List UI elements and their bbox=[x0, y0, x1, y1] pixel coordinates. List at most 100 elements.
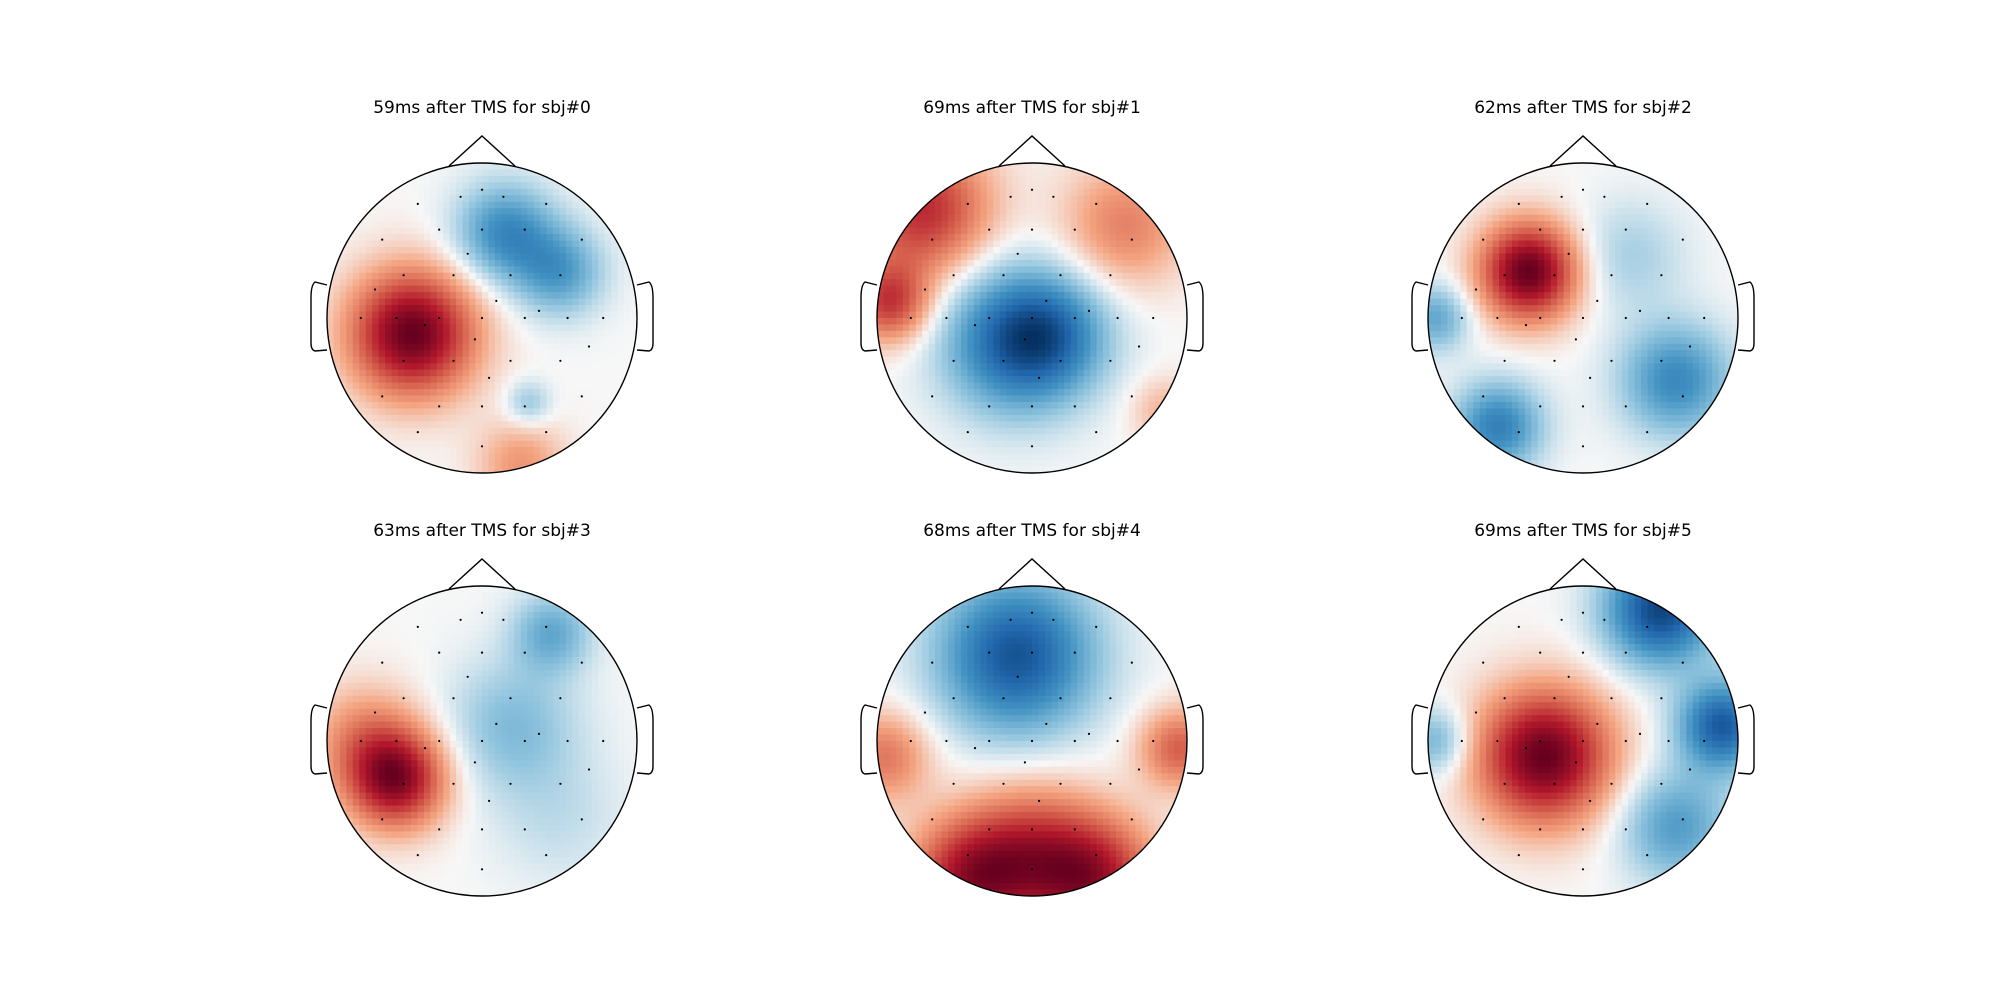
heatmap-cell bbox=[960, 195, 969, 203]
heatmap-cell bbox=[333, 337, 341, 345]
heatmap-cell bbox=[391, 272, 399, 280]
heatmap-cell bbox=[1135, 337, 1143, 345]
heatmap-cell bbox=[1115, 285, 1124, 293]
heatmap-cell bbox=[443, 240, 451, 248]
heatmap-cell bbox=[365, 305, 373, 313]
heatmap-cell bbox=[494, 240, 502, 248]
heatmap-cell bbox=[436, 182, 444, 190]
heatmap-cell bbox=[973, 318, 981, 326]
heatmap-cell bbox=[1057, 427, 1065, 435]
heatmap-cell bbox=[540, 305, 548, 313]
heatmap-cell bbox=[1128, 337, 1136, 345]
heatmap-cell bbox=[1038, 279, 1046, 287]
head-outline bbox=[876, 162, 1188, 474]
heatmap-cell bbox=[1602, 188, 1610, 196]
heatmap-cell bbox=[488, 188, 496, 196]
heatmap-cell bbox=[494, 363, 502, 371]
heatmap-cell bbox=[482, 208, 490, 216]
heatmap-cell bbox=[1083, 330, 1091, 338]
heatmap-cell bbox=[598, 350, 606, 358]
heatmap-cell bbox=[1083, 453, 1091, 461]
heatmap-cell bbox=[1006, 395, 1014, 403]
heatmap-cell bbox=[1044, 266, 1052, 274]
heatmap-cell bbox=[339, 246, 347, 255]
heatmap-cell bbox=[546, 292, 554, 300]
heatmap-cell bbox=[1563, 195, 1571, 203]
heatmap-cell bbox=[1141, 330, 1149, 338]
heatmap-cell bbox=[398, 343, 406, 351]
heatmap-cell bbox=[1109, 363, 1117, 371]
heatmap-cell bbox=[1064, 311, 1072, 319]
heatmap-cell bbox=[973, 440, 981, 448]
heatmap-cell bbox=[430, 401, 438, 410]
heatmap-cell bbox=[883, 305, 891, 313]
heatmap-cell bbox=[565, 414, 574, 422]
heatmap-cell bbox=[1064, 318, 1072, 326]
sensor-dot bbox=[1087, 309, 1091, 312]
heatmap-cell bbox=[462, 246, 470, 255]
heatmap-cell bbox=[559, 221, 567, 229]
heatmap-cell bbox=[527, 382, 535, 390]
heatmap-cell bbox=[1511, 195, 1520, 203]
heatmap-cell bbox=[999, 460, 1007, 468]
heatmap-cell bbox=[935, 401, 943, 410]
heatmap-cell bbox=[1025, 440, 1033, 448]
heatmap-cell bbox=[456, 434, 464, 442]
heatmap-cell bbox=[980, 401, 988, 410]
heatmap-cell bbox=[993, 259, 1001, 267]
heatmap-cell bbox=[1141, 221, 1149, 229]
heatmap-cell bbox=[1044, 356, 1052, 364]
heatmap-cell bbox=[436, 337, 444, 345]
heatmap-cell bbox=[598, 266, 606, 274]
heatmap-cell bbox=[896, 369, 904, 377]
heatmap-cell bbox=[1051, 376, 1059, 384]
heatmap-cell bbox=[546, 188, 554, 196]
heatmap-cell bbox=[1032, 343, 1040, 351]
heatmap-cell bbox=[1044, 453, 1052, 461]
heatmap-cell bbox=[449, 292, 457, 300]
heatmap-cell bbox=[1070, 298, 1078, 306]
heatmap-cell bbox=[941, 240, 949, 248]
heatmap-cell bbox=[1019, 214, 1027, 222]
heatmap-cell bbox=[1077, 195, 1085, 203]
heatmap-cell bbox=[365, 369, 373, 377]
heatmap-cell bbox=[941, 421, 949, 429]
sensor-dot bbox=[416, 431, 419, 434]
heatmap-cell bbox=[1090, 408, 1098, 416]
heatmap-cell bbox=[540, 201, 548, 209]
heatmap-cell bbox=[1077, 401, 1085, 410]
heatmap-cell bbox=[482, 466, 490, 473]
heatmap-cell bbox=[494, 440, 502, 448]
heatmap-cell bbox=[404, 188, 412, 196]
heatmap-cell bbox=[1096, 201, 1104, 209]
heatmap-cell bbox=[333, 272, 341, 280]
heatmap-cell bbox=[935, 421, 943, 429]
heatmap-cell bbox=[1070, 395, 1078, 403]
heatmap-cell bbox=[902, 253, 910, 261]
heatmap-cell bbox=[494, 292, 502, 300]
heatmap-cell bbox=[398, 440, 406, 448]
heatmap-cell bbox=[1550, 188, 1558, 196]
heatmap-cell bbox=[404, 427, 412, 435]
heatmap-cell bbox=[1103, 395, 1111, 403]
heatmap-cell bbox=[967, 330, 975, 338]
heatmap-cell bbox=[352, 324, 360, 332]
heatmap-cell bbox=[520, 227, 528, 235]
heatmap-cell bbox=[1096, 182, 1104, 190]
heatmap-cell bbox=[501, 175, 509, 183]
heatmap-cell bbox=[533, 376, 541, 384]
heatmap-cell bbox=[385, 434, 393, 442]
heatmap-cell bbox=[1128, 240, 1136, 248]
heatmap-cell bbox=[385, 350, 393, 358]
heatmap-cell bbox=[1103, 195, 1111, 203]
heatmap-cell bbox=[1051, 389, 1059, 397]
heatmap-cell bbox=[482, 447, 490, 455]
heatmap-cell bbox=[922, 240, 930, 248]
heatmap-cell bbox=[469, 234, 477, 242]
heatmap-cell bbox=[410, 188, 419, 196]
heatmap-cell bbox=[624, 343, 632, 351]
heatmap-cell bbox=[391, 221, 399, 229]
heatmap-cell bbox=[922, 298, 930, 306]
heatmap-cell bbox=[591, 305, 599, 313]
heatmap-cell bbox=[967, 350, 975, 358]
